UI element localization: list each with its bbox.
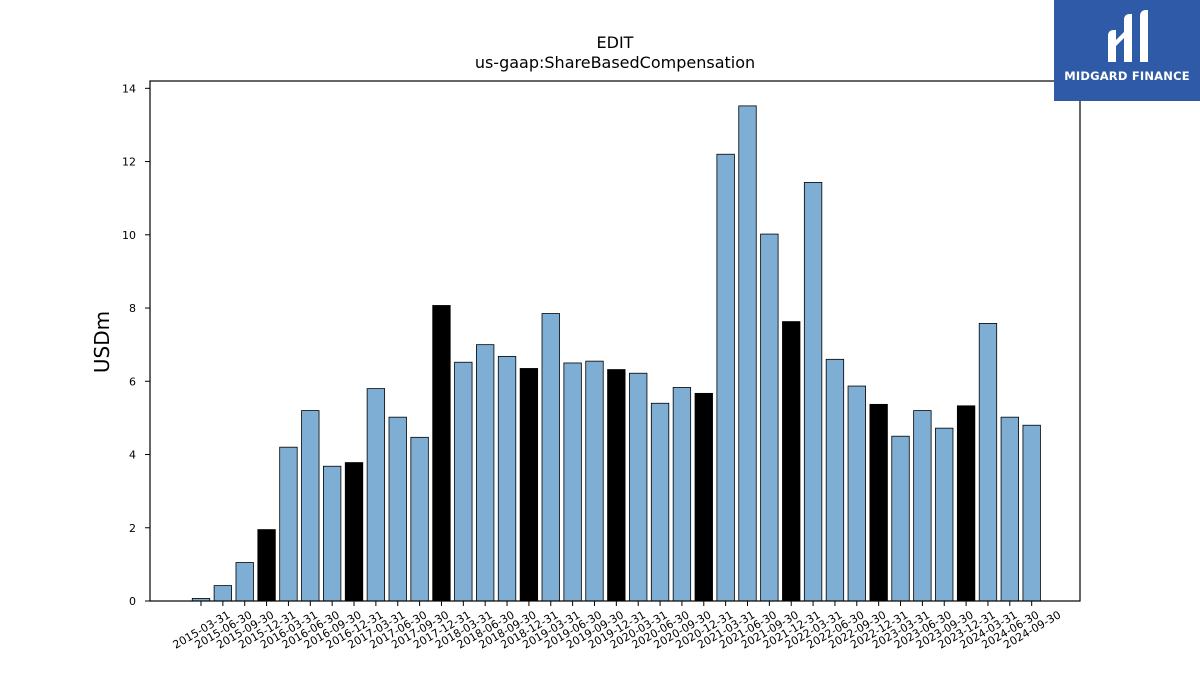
plot-frame	[149, 80, 1081, 602]
y-tick-label: 6	[129, 375, 136, 388]
bar	[803, 182, 823, 602]
bar	[694, 392, 713, 602]
y-tick-label: 12	[122, 156, 136, 169]
bar	[366, 388, 386, 602]
bars-group	[191, 105, 1041, 602]
brand-name: MIDGARD FINANCE	[1064, 69, 1190, 83]
bar	[257, 529, 276, 602]
chart-title: EDIT	[597, 33, 634, 52]
bar	[672, 387, 692, 602]
bar	[913, 410, 932, 602]
bar	[344, 462, 364, 602]
bar	[607, 369, 626, 602]
y-tick-label: 0	[129, 595, 136, 608]
bar	[738, 105, 757, 602]
bar	[891, 435, 910, 602]
bar	[541, 313, 560, 602]
bar	[476, 344, 495, 602]
bar	[716, 153, 735, 602]
bar	[454, 361, 473, 602]
bar	[497, 355, 517, 602]
y-tick-label: 8	[129, 302, 136, 315]
y-tick-label: 10	[122, 229, 136, 242]
y-tick-label: 4	[129, 449, 136, 462]
y-tick-label: 14	[122, 82, 136, 95]
bar	[410, 436, 429, 602]
y-axis: 0 2 4 6 8 10 12 14	[122, 82, 150, 608]
bar	[650, 402, 670, 602]
bar	[760, 233, 779, 602]
bar	[978, 323, 998, 602]
chart-subtitle: us-gaap:ShareBasedCompensation	[475, 53, 755, 72]
bar	[629, 372, 648, 602]
bar	[213, 585, 233, 602]
bar	[847, 385, 866, 602]
bar	[585, 360, 604, 602]
bar	[1022, 424, 1041, 602]
bar	[825, 358, 845, 602]
bar	[782, 321, 801, 602]
bar	[279, 446, 298, 602]
bar	[323, 465, 342, 602]
bar	[935, 427, 954, 602]
bar	[1000, 416, 1019, 602]
bar	[956, 405, 976, 602]
bar	[563, 362, 582, 602]
x-axis: 2015-03-312015-06-302015-09-302015-12-31…	[171, 601, 1063, 652]
logo-mark-icon	[1108, 10, 1148, 62]
y-tick-label: 2	[129, 522, 136, 535]
brand-logo: MIDGARD FINANCE	[1054, 0, 1200, 101]
bar	[235, 562, 254, 602]
bar	[301, 410, 320, 602]
bar	[388, 416, 407, 602]
y-axis-label: USDm	[90, 311, 114, 373]
bar	[869, 403, 888, 602]
bar	[519, 368, 539, 602]
bar	[432, 305, 451, 602]
